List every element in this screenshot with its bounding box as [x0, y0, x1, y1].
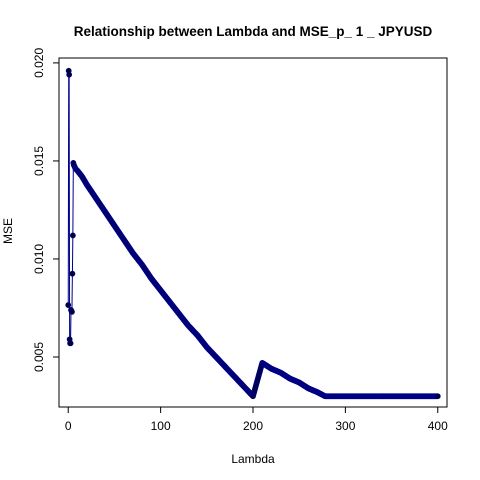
- data-point: [69, 309, 75, 315]
- data-point: [69, 270, 76, 277]
- data-point: [434, 393, 441, 400]
- chart-title: Relationship between Lambda and MSE_p_ 1…: [74, 24, 433, 39]
- y-axis: 0.005 0.010 0.015 0.020: [32, 48, 60, 372]
- data-point: [65, 302, 72, 308]
- x-axis-label: Lambda: [231, 452, 275, 466]
- x-tick-label: 400: [428, 419, 448, 433]
- y-tick-label: 0.005: [32, 342, 46, 372]
- y-tick-label: 0.015: [32, 146, 46, 176]
- x-tick-label: 200: [243, 419, 263, 433]
- y-axis-label: MSE: [1, 218, 15, 244]
- x-tick-label: 300: [335, 419, 355, 433]
- y-tick-label: 0.020: [32, 48, 46, 78]
- y-tick-label: 0.010: [32, 244, 46, 274]
- data-point: [66, 71, 73, 78]
- data-point: [67, 340, 74, 347]
- x-axis: 0 100 200 300 400: [65, 406, 448, 433]
- data-point: [69, 232, 76, 239]
- x-tick-label: 0: [65, 419, 72, 433]
- x-tick-label: 100: [151, 419, 171, 433]
- series-layer: [65, 67, 441, 400]
